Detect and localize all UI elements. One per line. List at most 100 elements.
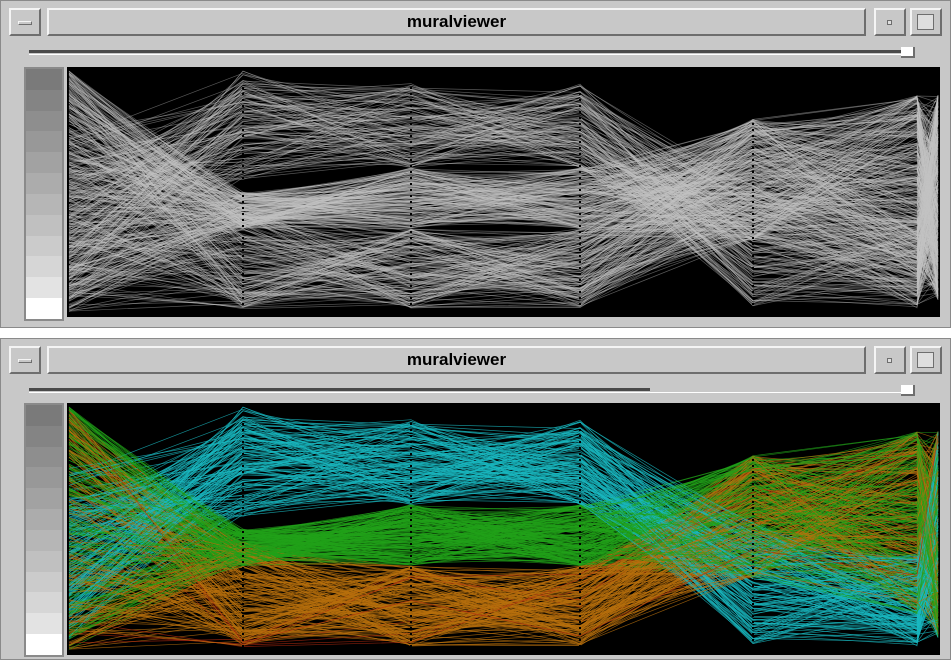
- data-line: [68, 155, 939, 308]
- data-line: [68, 161, 939, 282]
- data-line: [68, 94, 939, 290]
- data-line: [68, 151, 939, 234]
- data-line: [68, 90, 939, 276]
- zoom-slider[interactable]: [29, 383, 939, 399]
- data-line: [68, 102, 939, 306]
- window-title[interactable]: muralviewer: [47, 8, 866, 36]
- colormap-swatch: [26, 488, 62, 510]
- data-line: [68, 113, 939, 307]
- maximize-button[interactable]: [910, 8, 942, 36]
- data-line: [68, 95, 939, 291]
- parallel-coordinates-plot[interactable]: [67, 403, 940, 655]
- data-line: [68, 101, 939, 306]
- data-line: [68, 125, 939, 258]
- window-menu-button[interactable]: [9, 346, 41, 374]
- data-line: [68, 119, 939, 300]
- data-line: [68, 70, 939, 282]
- data-line: [68, 101, 939, 276]
- data-line: [68, 132, 939, 217]
- data-line: [68, 100, 939, 303]
- data-line: [68, 90, 939, 252]
- data-line: [68, 102, 939, 296]
- data-line: [68, 172, 939, 306]
- data-line: [68, 74, 939, 285]
- window-menu-button[interactable]: [9, 8, 41, 36]
- minimize-button[interactable]: [874, 346, 906, 374]
- data-line: [68, 118, 939, 287]
- data-line: [68, 152, 939, 302]
- colormap-swatch: [26, 592, 62, 614]
- data-line: [68, 142, 939, 287]
- slider-thumb[interactable]: [901, 47, 915, 58]
- data-line: [68, 122, 939, 312]
- data-line: [68, 133, 939, 225]
- data-line: [68, 193, 939, 261]
- window-title[interactable]: muralviewer: [47, 346, 866, 374]
- data-line: [68, 79, 939, 302]
- maximize-button[interactable]: [910, 346, 942, 374]
- title-bar[interactable]: muralviewer: [9, 7, 944, 37]
- data-line: [68, 106, 939, 284]
- data-line: [68, 183, 939, 288]
- data-line: [68, 145, 939, 284]
- data-line: [68, 110, 939, 278]
- data-line: [68, 172, 939, 293]
- data-line: [68, 113, 939, 279]
- data-line: [68, 70, 939, 279]
- colormap-legend: [24, 403, 64, 657]
- data-line: [68, 83, 939, 224]
- data-line: [68, 421, 939, 607]
- data-line: [68, 121, 939, 277]
- parallel-coordinates-plot[interactable]: [67, 67, 940, 317]
- data-line: [68, 133, 939, 302]
- data-line: [68, 89, 939, 300]
- data-line: [68, 101, 939, 308]
- maximize-icon: [917, 14, 934, 30]
- data-line: [68, 118, 939, 305]
- data-line: [68, 193, 939, 290]
- data-line: [68, 74, 939, 297]
- data-line: [68, 419, 939, 588]
- data-line: [68, 532, 939, 639]
- title-bar[interactable]: muralviewer: [9, 345, 944, 375]
- data-line: [68, 93, 939, 225]
- data-line: [68, 139, 939, 289]
- data-line: [68, 114, 939, 290]
- data-line: [68, 96, 939, 301]
- data-line: [68, 434, 939, 620]
- polyline-group: [68, 406, 939, 650]
- data-line: [68, 96, 939, 257]
- data-line: [68, 114, 939, 297]
- data-line: [68, 190, 939, 271]
- data-line: [68, 85, 939, 266]
- data-line: [68, 422, 939, 647]
- slider-thumb[interactable]: [901, 385, 915, 396]
- data-line: [68, 96, 939, 234]
- slider-track: [29, 388, 650, 391]
- data-line: [68, 101, 939, 265]
- data-line: [68, 152, 939, 287]
- data-line: [68, 80, 939, 266]
- data-line: [68, 74, 939, 305]
- data-line: [68, 102, 939, 228]
- data-line: [68, 120, 939, 302]
- data-line: [68, 81, 939, 282]
- data-line: [68, 106, 939, 296]
- data-line: [68, 96, 939, 282]
- data-line: [68, 423, 939, 559]
- data-line: [68, 107, 939, 289]
- data-line: [68, 197, 939, 306]
- colormap-swatch: [26, 405, 62, 426]
- data-line: [68, 103, 939, 306]
- data-line: [68, 109, 939, 270]
- data-line: [68, 117, 939, 295]
- zoom-slider[interactable]: [29, 45, 939, 61]
- data-line: [68, 149, 939, 259]
- minimize-button[interactable]: [874, 8, 906, 36]
- data-line: [68, 98, 939, 246]
- data-line: [68, 151, 939, 291]
- data-line: [68, 151, 939, 293]
- data-line: [68, 95, 939, 229]
- colormap-swatch: [26, 89, 62, 111]
- data-line: [68, 536, 939, 593]
